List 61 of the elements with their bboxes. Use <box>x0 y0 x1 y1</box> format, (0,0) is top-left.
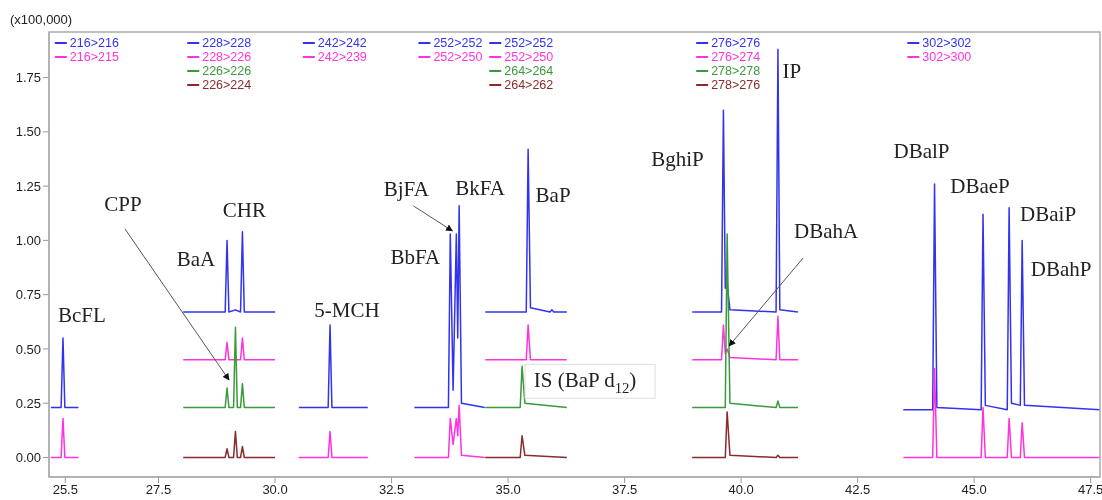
x-tick-label: 35.0 <box>495 482 521 498</box>
annotation: DBaeP <box>950 174 1010 199</box>
legend-label: 302>300 <box>922 50 972 64</box>
legend-label: 226>226 <box>202 64 252 78</box>
y-axis-title: (x100,000) <box>10 12 73 27</box>
annotation: DBalP <box>893 138 950 163</box>
legend-label: 216>216 <box>69 36 119 50</box>
legend-label: 276>274 <box>711 50 761 64</box>
legend-label: 264>264 <box>504 64 554 78</box>
annotation: 5-MCH <box>314 297 380 322</box>
x-tick-label: 25.5 <box>52 482 78 498</box>
line-series <box>691 315 799 361</box>
y-tick-label: 1.00 <box>15 233 41 249</box>
x-tick-label: 32.5 <box>378 482 405 498</box>
x-tick-label: 40.0 <box>728 482 754 498</box>
annotation: CHR <box>222 197 267 222</box>
annotation: BcFL <box>58 302 106 327</box>
legend-label: 252>250 <box>504 50 554 64</box>
y-tick-label: 1.25 <box>15 178 41 194</box>
legend-label: 276>276 <box>711 36 761 50</box>
line-series <box>413 404 486 459</box>
annotation: BaP <box>535 183 571 208</box>
y-tick-label: 0.00 <box>15 450 41 466</box>
legend-label: 252>250 <box>433 50 483 64</box>
legend-label: 252>252 <box>433 36 483 50</box>
annotation: DBaiP <box>1020 201 1077 226</box>
legend-label: 242>239 <box>317 50 367 64</box>
line-series <box>182 430 276 459</box>
legend-label: 278>276 <box>711 78 761 92</box>
legend-label: 264>262 <box>504 78 554 92</box>
y-tick-label: 0.25 <box>15 395 41 411</box>
x-tick-label: 30.0 <box>262 482 288 498</box>
annotation: DBahP <box>1030 257 1092 282</box>
legend-label: 242>242 <box>317 36 367 50</box>
annotation: IS (BaP d$_{12}$) <box>533 368 637 397</box>
y-tick-label: 1.75 <box>15 70 41 86</box>
legend-label: 302>302 <box>922 36 972 50</box>
legend-label: 278>278 <box>711 64 761 78</box>
legend-label: 252>252 <box>504 36 554 50</box>
annotation: DBahA <box>794 218 860 243</box>
annotation: BjFA <box>383 176 430 201</box>
x-tick-label: 42.5 <box>844 482 871 498</box>
line-series <box>182 326 276 409</box>
annotation: BkFA <box>455 175 506 200</box>
legend-label: 228>226 <box>202 50 252 64</box>
annotation: BbFA <box>390 244 442 269</box>
legend-label: 216>215 <box>69 50 119 64</box>
annotation: BaA <box>176 247 217 272</box>
line-series <box>902 367 1100 459</box>
annotation: CPP <box>104 191 142 216</box>
x-tick-label: 47.5 <box>1078 482 1102 498</box>
y-tick-label: 0.50 <box>15 341 41 357</box>
y-tick-label: 0.75 <box>15 287 41 303</box>
legend-label: 228>228 <box>202 36 252 50</box>
y-tick-label: 1.50 <box>15 124 41 140</box>
x-tick-label: 37.5 <box>611 482 638 498</box>
legend-label: 226>224 <box>202 78 252 92</box>
x-tick-label: 27.5 <box>145 482 172 498</box>
annotation: IP <box>782 59 802 84</box>
annotation: BghiP <box>651 146 704 171</box>
x-tick-label: 45.0 <box>961 482 987 498</box>
